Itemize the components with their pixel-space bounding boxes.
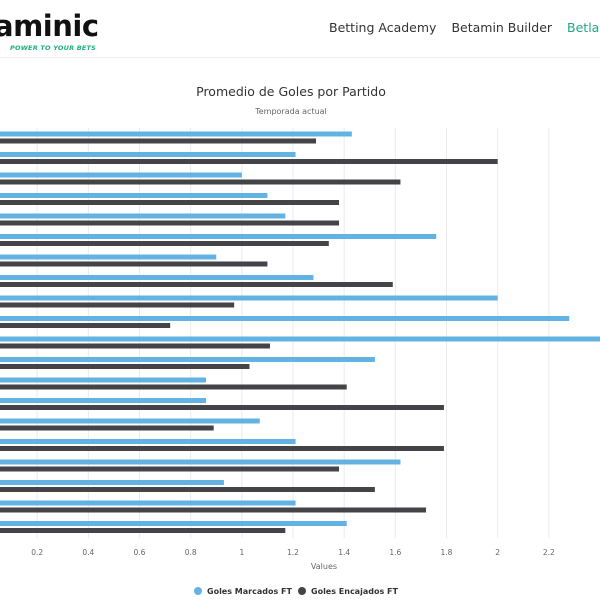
- bar-encajados[interactable]: [0, 138, 317, 144]
- x-tick-label: 1: [239, 548, 244, 557]
- bar-marcados[interactable]: [0, 152, 296, 157]
- bar-marcados[interactable]: [0, 131, 352, 137]
- bar-encajados[interactable]: [0, 323, 171, 328]
- bar-encajados[interactable]: [0, 528, 286, 533]
- bar-marcados[interactable]: [0, 398, 207, 403]
- bar-encajados[interactable]: [0, 179, 401, 185]
- bar-encajados[interactable]: [0, 364, 250, 369]
- bar-encajados[interactable]: [0, 466, 340, 472]
- chart-title: Promedio de Goles por Partido: [196, 84, 386, 99]
- bar-marcados[interactable]: [0, 521, 347, 526]
- bar-marcados[interactable]: [0, 316, 570, 321]
- legend-marker: [298, 587, 306, 595]
- bar-encajados[interactable]: [0, 282, 393, 287]
- bar-encajados[interactable]: [0, 159, 498, 164]
- bar-encajados[interactable]: [0, 405, 444, 410]
- bar-marcados[interactable]: [0, 459, 401, 465]
- bar-marcados[interactable]: [0, 336, 600, 342]
- bar-marcados[interactable]: [0, 254, 217, 260]
- bar-marcados[interactable]: [0, 213, 286, 219]
- bar-marcados[interactable]: [0, 193, 268, 198]
- nav-item-2[interactable]: Betlamp: [567, 20, 600, 35]
- chart-subtitle: Temporada actual: [254, 107, 327, 116]
- bar-encajados[interactable]: [0, 384, 347, 390]
- bar-marcados[interactable]: [0, 357, 375, 362]
- x-axis-ticks: 0.2 0.4 0.6 0.8 1 1.2 1.4 1.6 1.8 2 2.2: [31, 548, 555, 557]
- bar-encajados[interactable]: [0, 302, 235, 308]
- bar-chart: Promedio de Goles por Partido Temporada …: [0, 84, 600, 596]
- site-logo[interactable]: aminic: [0, 9, 99, 43]
- bar-marcados[interactable]: [0, 377, 207, 383]
- site-header: aminic POWER TO YOUR BETS Betting Academ…: [0, 0, 600, 58]
- nav-item-1[interactable]: Betamin Builder: [451, 20, 553, 35]
- bar-marcados[interactable]: [0, 275, 314, 280]
- bar-encajados[interactable]: [0, 507, 427, 513]
- x-tick-label: 1.8: [441, 548, 453, 557]
- grid-lines: [36, 128, 550, 538]
- bar-encajados[interactable]: [0, 446, 444, 451]
- bar-encajados[interactable]: [0, 425, 214, 431]
- bar-marcados[interactable]: [0, 439, 296, 444]
- x-tick-label: 2: [495, 548, 500, 557]
- x-tick-label: 0.8: [185, 548, 197, 557]
- bars-group: [0, 131, 600, 533]
- x-tick-label: 0.6: [134, 548, 146, 557]
- x-tick-label: 1.2: [287, 548, 299, 557]
- bar-encajados[interactable]: [0, 343, 270, 349]
- bar-encajados[interactable]: [0, 241, 329, 246]
- bar-marcados[interactable]: [0, 172, 242, 178]
- bar-encajados[interactable]: [0, 487, 375, 492]
- bar-marcados[interactable]: [0, 500, 296, 506]
- x-tick-label: 0.2: [31, 548, 43, 557]
- logo-tagline: POWER TO YOUR BETS: [10, 44, 97, 52]
- bar-encajados[interactable]: [0, 261, 268, 267]
- bar-marcados[interactable]: [0, 418, 260, 424]
- bar-encajados[interactable]: [0, 220, 340, 226]
- bar-encajados[interactable]: [0, 200, 340, 205]
- bar-marcados[interactable]: [0, 480, 224, 485]
- x-tick-label: 1.4: [338, 548, 350, 557]
- legend-marker: [194, 587, 202, 595]
- x-axis-label: Values: [311, 562, 337, 571]
- legend-item-label[interactable]: Goles Marcados FT: [207, 587, 292, 596]
- legend: Goles Marcados FT Goles Encajados FT: [194, 587, 398, 596]
- bar-marcados[interactable]: [0, 295, 498, 301]
- x-tick-label: 2.2: [543, 548, 555, 557]
- x-tick-label: 0.4: [82, 548, 94, 557]
- x-tick-label: 1.6: [389, 548, 401, 557]
- nav-item-0[interactable]: Betting Academy: [329, 20, 437, 35]
- legend-item-label[interactable]: Goles Encajados FT: [311, 587, 398, 596]
- bar-marcados[interactable]: [0, 234, 437, 239]
